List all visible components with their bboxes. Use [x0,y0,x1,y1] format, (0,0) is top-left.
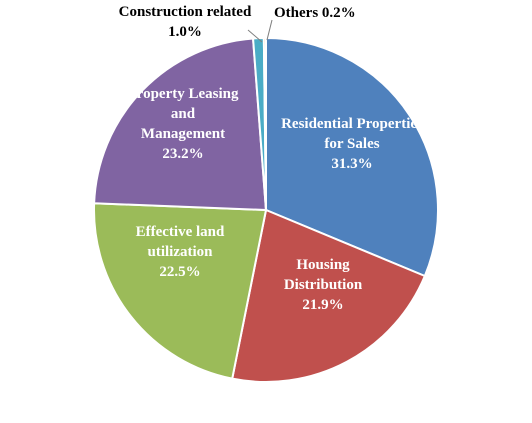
slice-label-line: 22.5% [159,264,200,280]
slice-label-line: Distribution [284,277,363,293]
pie-slice-1 [231,208,427,383]
slice-label-line: utilization [147,244,213,260]
leader-line-5 [266,19,273,41]
slice-label-line: Others 0.2% [274,5,356,21]
slice-label-0: Residential Properties for Sales 31.3% [281,116,423,172]
slice-label-line: Residential Properties [281,116,423,132]
slice-label-line: 31.3% [331,156,372,172]
slice-label-line: Property Leasing [128,86,239,102]
slice-label-2: Effective land utilization 22.5% [136,224,225,280]
pie-slice-0 [265,36,439,278]
slice-label-line: 1.0% [168,24,202,40]
slice-label-3: Property Leasing and Management 23.2% [128,86,239,162]
leader-line-4 [247,29,263,43]
slice-labels: Residential Properties for Sales 31.3% Hous… [119,4,423,313]
slice-label-4: Construction related 1.0% [119,4,252,40]
slice-label-5: Others 0.2% [274,5,356,21]
pie-slice-3 [93,37,268,212]
slice-label-1: Housing Distribution 21.9% [284,257,363,313]
slice-label-line: and [171,106,196,122]
pie-slice-2 [93,202,268,380]
slice-label-line: Construction related [119,4,252,20]
pie-slice-5 [262,36,267,211]
slice-label-line: 23.2% [162,146,203,162]
leader-lines [247,19,273,43]
slice-label-line: Management [141,126,225,142]
pie-slices [93,36,439,383]
slice-label-line: 21.9% [302,297,343,313]
slice-label-line: Housing [296,257,350,273]
slice-label-line: for Sales [324,136,379,152]
slice-label-line: Effective land [136,224,225,240]
